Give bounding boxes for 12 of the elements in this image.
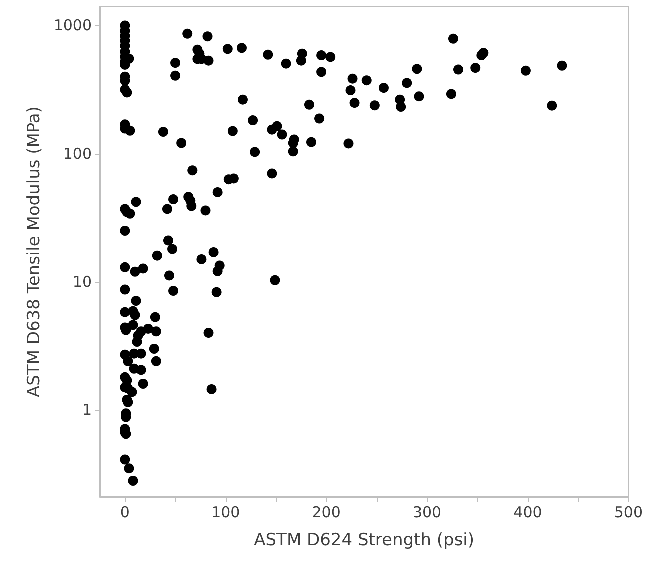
x-tick-label: 0 [120, 504, 130, 522]
x-tick-label: 200 [312, 504, 341, 522]
x-tick-label: 300 [412, 504, 442, 522]
y-tick-label: 1 [82, 401, 92, 420]
y-axis-title: ASTM D638 Tensile Modulus (MPa) [24, 106, 44, 398]
y-tick-label: 10 [72, 273, 92, 292]
x-tick-label: 400 [514, 504, 542, 522]
x-tick-label: 500 [614, 504, 644, 522]
y-tick-label: 100 [63, 144, 92, 163]
y-tick-label: 1000 [54, 16, 92, 35]
x-tick-label: 100 [212, 504, 240, 522]
x-axis-title: ASTM D624 Strength (psi) [254, 530, 475, 550]
